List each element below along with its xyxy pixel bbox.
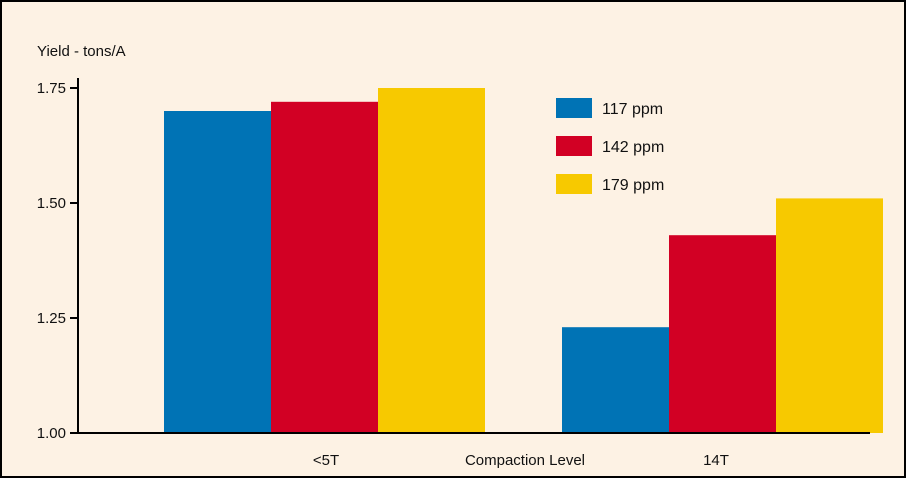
- legend-label: 117 ppm: [602, 101, 663, 118]
- x-category-label: 14T: [703, 452, 729, 469]
- bar-14t-142-ppm: [669, 235, 776, 433]
- legend-swatch: [556, 98, 592, 118]
- legend-label: 179 ppm: [602, 177, 664, 194]
- y-tick-label: 1.25: [37, 310, 66, 327]
- x-axis-title: Compaction Level: [465, 452, 585, 469]
- bar-5t-142-ppm: [271, 101, 378, 434]
- y-tick-label: 1.75: [37, 80, 66, 97]
- legend-swatch: [556, 136, 592, 156]
- category-labels-group: <5T 14T: [313, 452, 729, 469]
- bar-14t-179-ppm: [776, 198, 883, 433]
- y-tick-label: 1.00: [37, 425, 66, 442]
- legend-label: 142 ppm: [602, 139, 664, 156]
- bars-group: [164, 88, 883, 434]
- y-ticks-group: 1.00 1.25 1.50 1.75: [37, 80, 78, 442]
- bar-5t-179-ppm: [378, 88, 485, 433]
- bar-14t-117-ppm: [562, 327, 669, 433]
- x-category-label: <5T: [313, 452, 339, 469]
- y-tick-label: 1.50: [37, 195, 66, 212]
- legend-swatch: [556, 174, 592, 194]
- y-axis-title: Yield - tons/A: [37, 43, 126, 60]
- legend: 117 ppm 142 ppm 179 ppm: [556, 98, 664, 194]
- bar-5t-117-ppm: [164, 111, 271, 433]
